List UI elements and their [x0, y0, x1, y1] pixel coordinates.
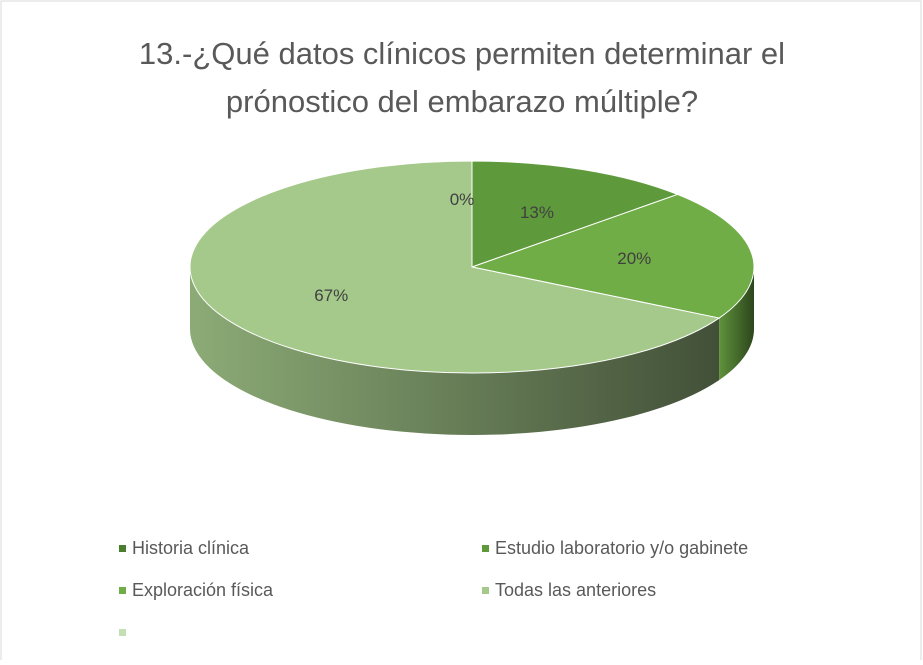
data-label: 0%: [450, 190, 475, 209]
legend-swatch: [482, 587, 489, 594]
pie-slice: [470, 193, 755, 319]
data-label: 20%: [617, 249, 651, 268]
legend-swatch: [119, 587, 126, 594]
data-label: 13%: [520, 203, 554, 222]
pie-side: [190, 267, 720, 435]
legend-label: Todas las anteriores: [495, 580, 656, 600]
chart-title: prónostico del embarazo múltiple?: [226, 84, 698, 119]
legend-label: Historia clínica: [132, 538, 250, 558]
legend-swatch: [119, 545, 126, 552]
legend-swatch: [119, 629, 126, 636]
legend-label: Estudio laboratorio y/o gabinete: [495, 538, 748, 558]
chart-title: 13.-¿Qué datos clínicos permiten determi…: [139, 36, 785, 71]
legend-label: Exploración física: [132, 580, 274, 600]
legend-swatch: [482, 545, 489, 552]
data-label: 67%: [314, 286, 348, 305]
pie-slice: [189, 160, 721, 374]
pie-slice: [471, 160, 679, 268]
pie-side: [719, 267, 754, 381]
